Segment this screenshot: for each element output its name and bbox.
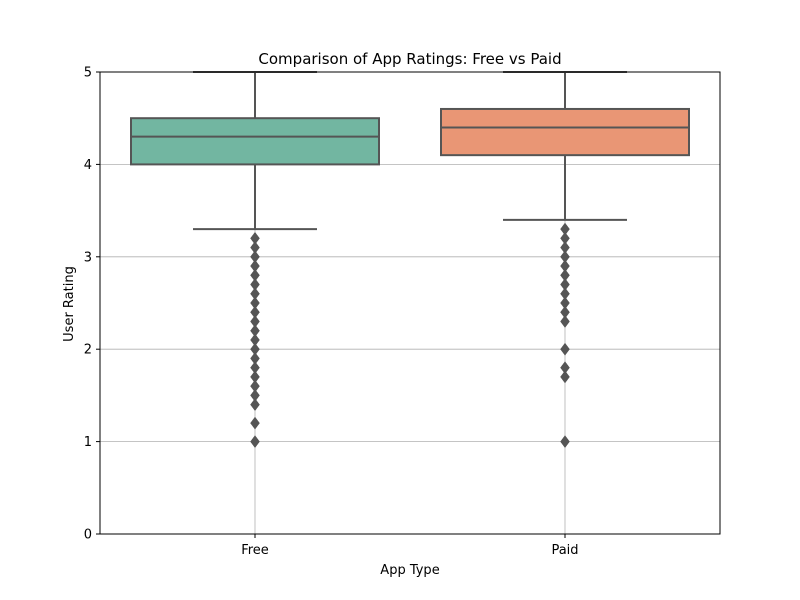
outlier-point: [250, 416, 260, 430]
y-tick-label: 3: [84, 250, 92, 265]
y-tick-label: 2: [84, 343, 92, 358]
chart-title: Comparison of App Ratings: Free vs Paid: [258, 50, 561, 68]
box-group-paid: [440, 71, 690, 449]
outlier-point: [560, 342, 570, 356]
outlier-point: [560, 315, 570, 328]
axes-layer: 0 1 2 3 4 5 Free Paid: [84, 66, 721, 558]
y-tick-label: 4: [84, 158, 92, 173]
y-axis-label: User Rating: [62, 266, 77, 342]
iqr-box: [130, 117, 380, 166]
plot-frame: [99, 71, 721, 535]
y-tick-label: 5: [84, 66, 92, 81]
box-layer: [130, 71, 690, 449]
outlier-point: [560, 370, 570, 384]
box-group-free: [130, 71, 380, 449]
outlier-point: [560, 435, 570, 449]
outlier-point: [250, 435, 260, 449]
x-axis-label: App Type: [380, 563, 439, 578]
outlier-point: [250, 398, 260, 412]
y-tick-label: 0: [84, 528, 92, 543]
y-tick-label: 1: [84, 435, 92, 450]
iqr-box: [440, 107, 690, 157]
x-tick-label: Free: [241, 543, 269, 558]
x-tick-label: Paid: [551, 543, 578, 558]
